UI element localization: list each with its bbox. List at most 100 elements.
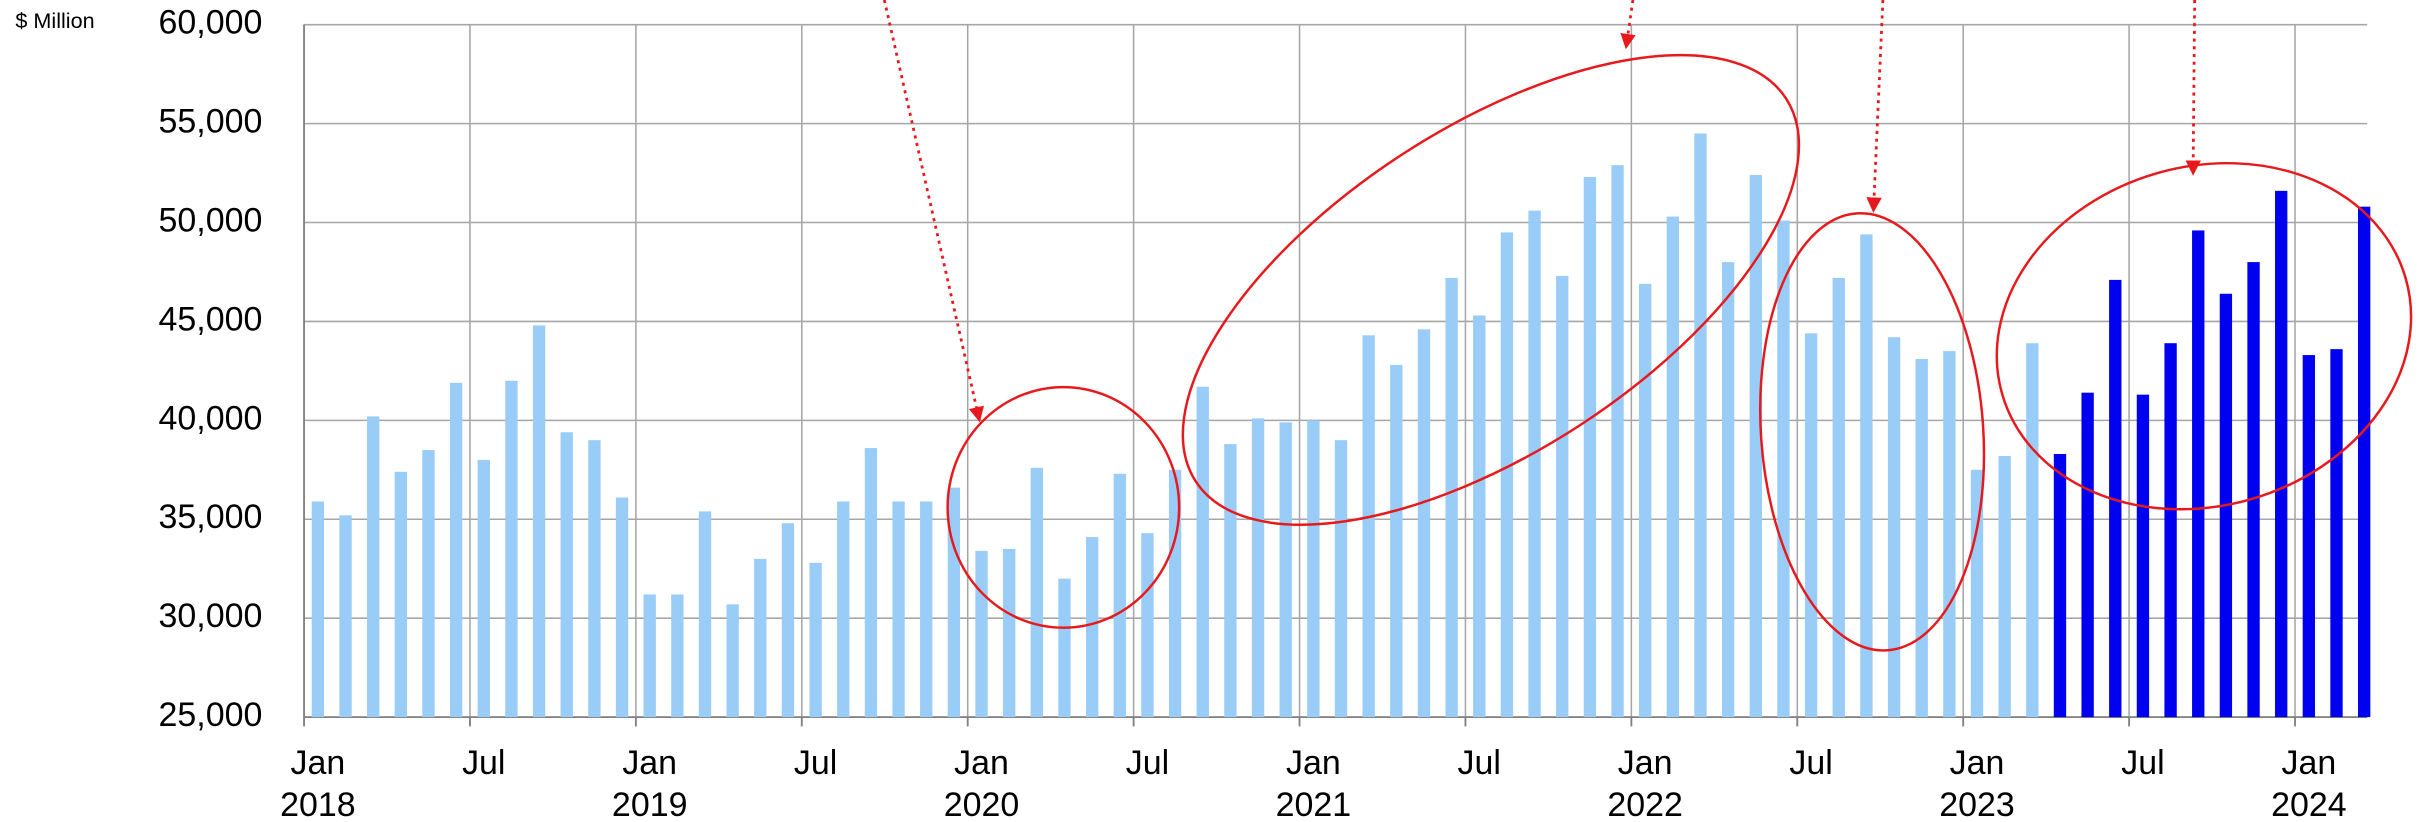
bar [1196,386,1209,718]
bar [1058,578,1071,718]
bar [1473,315,1486,718]
bar [920,501,933,718]
bar [809,562,822,718]
bar [2302,355,2316,718]
x-tick-label: 2024 [2271,786,2347,822]
bar [1666,216,1680,718]
bar [2053,453,2067,718]
x-tick-label: Jul [1126,744,1169,782]
bar [2026,343,2039,718]
bar [1224,444,1237,718]
bar [1168,469,1182,718]
bar [2109,279,2122,718]
bar [1279,422,1292,718]
bar [1694,133,1707,718]
bar [892,501,905,718]
x-tick-label: 2019 [612,786,688,822]
bar [1334,440,1348,718]
bar [1998,455,2011,718]
bar [1887,337,1901,718]
bar [1943,351,1956,718]
x-tick-label: 2023 [1939,786,2015,822]
x-tick-label: Jul [462,744,505,782]
x-tick-label: 2022 [1607,786,1683,822]
bar [975,550,988,718]
x-tick-label: 2021 [1276,786,1352,822]
x-tick-label: Jul [1458,744,1501,782]
bar [1362,335,1375,718]
arrow [2185,0,2201,176]
bar [754,558,767,718]
bar [1749,175,1762,718]
x-tick-label: Jan [291,744,346,782]
bar [2275,190,2288,718]
y-tick-label: 45,000 [159,300,263,338]
x-tick-label: Jan [954,744,1009,782]
bar [367,416,380,718]
bar [1970,469,1984,718]
bar [2164,343,2177,718]
y-axis-unit: $ Million [15,8,94,33]
bar [1915,359,1928,718]
y-tick-label: 35,000 [159,498,263,536]
x-tick-label: Jul [2121,744,2164,782]
highlight-ellipse [1181,53,1801,526]
x-tick-label: 2020 [944,786,1020,822]
x-tick-label: Jan [2281,744,2336,782]
bar [1085,537,1099,718]
x-tick-label: Jan [1950,744,2005,782]
y-tick-label: 50,000 [159,201,263,239]
bar [698,511,712,718]
bar [1500,232,1514,718]
y-tick-label: 60,000 [159,4,263,42]
x-tick-label: Jan [1286,744,1341,782]
bar [1003,548,1016,718]
highlight-ellipse [1758,211,1986,652]
bar [615,497,629,718]
bar [1777,220,1790,718]
bar [2192,230,2205,718]
bar [422,450,435,718]
bar [947,487,961,718]
bar [560,432,573,718]
bar [505,380,518,718]
bar [1030,467,1044,718]
x-tick-label: Jan [622,744,677,782]
y-tick-label: 40,000 [159,399,263,437]
bar [1113,473,1126,718]
bar [1639,283,1652,718]
bar [781,523,795,718]
bar [726,604,739,718]
bar [2330,349,2343,718]
bar [1251,418,1265,718]
bar [2247,262,2260,718]
bar [477,459,490,718]
bar [864,448,878,718]
bar [1307,420,1320,718]
bar [2081,392,2094,718]
bar [1611,165,1624,718]
arrow [1866,0,1885,213]
bar [1804,333,1818,718]
bar [449,382,463,718]
bar [1390,364,1403,718]
y-tick-label: 55,000 [159,103,263,141]
highlight-ellipse [946,385,1181,629]
bar [339,515,352,718]
bar [311,501,325,718]
bar [394,471,408,718]
x-tick-label: Jan [1618,744,1673,782]
bar [1583,177,1597,718]
highlight-ellipse [1995,161,2413,511]
bar [588,440,601,718]
bar [1141,533,1154,718]
bar [837,501,850,718]
bar [532,325,546,718]
y-tick-label: 25,000 [159,696,263,734]
bar [1832,277,1845,718]
annotations [882,0,2413,652]
plot-area: 25,000 30,000 35,000 40,000 45,000 50,000 55,0… [159,4,2371,822]
bar [1556,275,1569,718]
bar [1860,234,1873,718]
